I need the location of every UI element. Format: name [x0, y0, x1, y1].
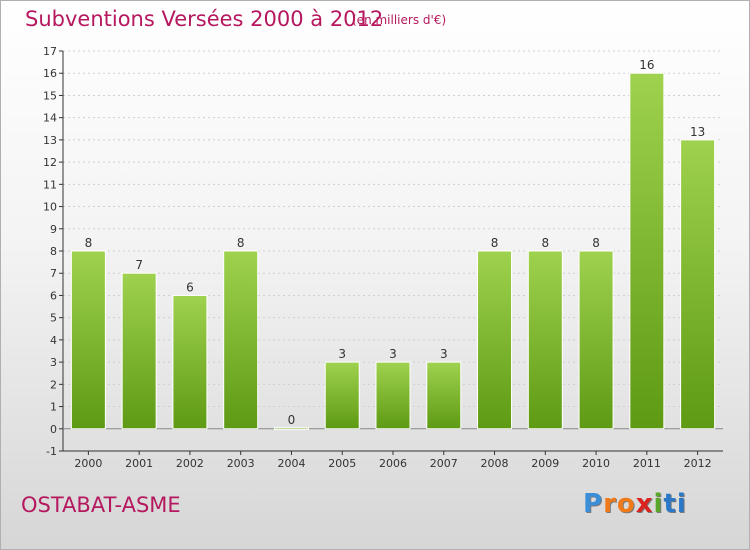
- bar: [273, 427, 309, 430]
- data-label: 7: [135, 258, 143, 272]
- y-tick-label: 10: [43, 201, 57, 214]
- x-tick-label: 2001: [125, 457, 153, 470]
- y-tick-label: 15: [43, 89, 57, 102]
- data-label: 8: [541, 236, 549, 250]
- x-tick-label: 2007: [430, 457, 458, 470]
- x-tick-label: 2005: [328, 457, 356, 470]
- x-tick-label: 2008: [481, 457, 509, 470]
- proxiti-logo: Proxiti: [583, 489, 687, 519]
- x-tick-label: 2006: [379, 457, 407, 470]
- bar: [121, 272, 157, 430]
- y-tick-label: -1: [46, 445, 57, 458]
- chart-subtitle: (en milliers d'€): [352, 13, 447, 27]
- y-tick-label: 17: [43, 45, 57, 58]
- bar: [70, 250, 106, 430]
- y-tick-label: 4: [50, 334, 57, 347]
- data-label: 8: [491, 236, 499, 250]
- x-tick-label: 2000: [74, 457, 102, 470]
- y-tick-label: 1: [50, 401, 57, 414]
- bar: [223, 250, 259, 430]
- data-label: 8: [592, 236, 600, 250]
- x-tick-label: 2010: [582, 457, 610, 470]
- bar: [578, 250, 614, 430]
- data-label: 6: [186, 280, 194, 294]
- y-tick-label: 2: [50, 378, 57, 391]
- y-tick-label: 11: [43, 178, 57, 191]
- bar-layer: [70, 72, 716, 430]
- y-tick-label: 13: [43, 134, 57, 147]
- y-tick-label: 8: [50, 245, 57, 258]
- y-tick-label: 7: [50, 267, 57, 280]
- chart-title: Subventions Versées 2000 à 2012: [25, 7, 384, 31]
- logo-letter: x: [635, 489, 654, 519]
- data-label: 13: [690, 125, 705, 139]
- data-label: 3: [338, 347, 346, 361]
- logo-letter: i: [653, 489, 664, 519]
- data-label: 3: [440, 347, 448, 361]
- logo-letter: P: [583, 489, 604, 519]
- y-tick-label: 6: [50, 289, 57, 302]
- bar: [375, 361, 411, 430]
- x-tick-label: 2009: [531, 457, 559, 470]
- bar: [629, 72, 665, 430]
- bar: [324, 361, 360, 430]
- bar: [680, 139, 716, 430]
- bar: [527, 250, 563, 430]
- y-tick-label: 14: [43, 112, 57, 125]
- y-tick-label: 16: [43, 67, 57, 80]
- place-name: OSTABAT-ASME: [21, 493, 181, 517]
- y-tick-label: 9: [50, 223, 57, 236]
- data-label: 8: [237, 236, 245, 250]
- x-tick-label: 2012: [684, 457, 712, 470]
- x-tick-label: 2002: [176, 457, 204, 470]
- data-label: 3: [389, 347, 397, 361]
- label-layer: 8 7 6 8 0 3 3 3 8 8 8 16 13: [85, 58, 706, 427]
- data-label: 8: [85, 236, 93, 250]
- y-tick-label: 3: [50, 356, 57, 369]
- x-tick-label: 2011: [633, 457, 661, 470]
- x-tick-label: 2003: [227, 457, 255, 470]
- bar: [426, 361, 462, 430]
- data-label: 0: [288, 413, 296, 427]
- bar: [172, 294, 208, 430]
- logo-letter: ti: [663, 489, 687, 519]
- y-tick-label: 0: [50, 423, 57, 436]
- data-label: 16: [639, 58, 654, 72]
- bar: [477, 250, 513, 430]
- y-tick-label: 12: [43, 156, 57, 169]
- x-tick-label: 2004: [277, 457, 305, 470]
- y-tick-label: 5: [50, 312, 57, 325]
- logo-letter: o: [616, 489, 636, 519]
- logo-letter: r: [603, 489, 617, 519]
